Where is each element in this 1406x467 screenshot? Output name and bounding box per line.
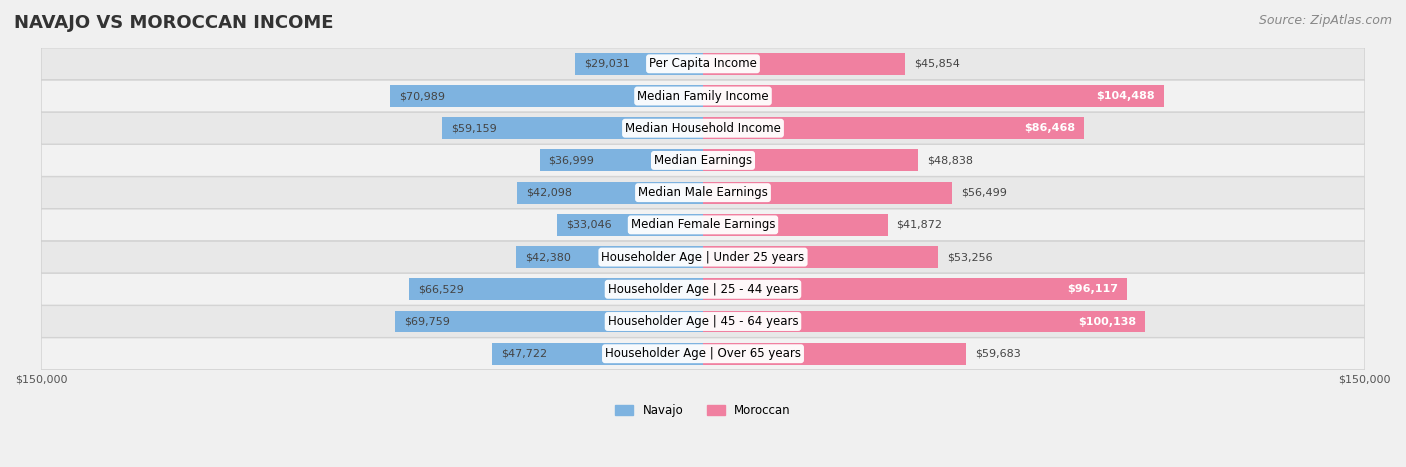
Text: $104,488: $104,488 <box>1097 91 1156 101</box>
Bar <box>703 182 952 204</box>
Bar <box>703 343 966 365</box>
Bar <box>409 278 703 300</box>
FancyBboxPatch shape <box>41 48 1365 79</box>
Text: $48,838: $48,838 <box>928 156 973 165</box>
FancyBboxPatch shape <box>41 274 1365 305</box>
Text: Householder Age | Over 65 years: Householder Age | Over 65 years <box>605 347 801 360</box>
FancyBboxPatch shape <box>41 209 1365 241</box>
Bar <box>540 149 703 171</box>
FancyBboxPatch shape <box>41 241 1365 273</box>
Text: $53,256: $53,256 <box>946 252 993 262</box>
Bar <box>557 214 703 236</box>
Text: Per Capita Income: Per Capita Income <box>650 57 756 71</box>
Text: $100,138: $100,138 <box>1078 317 1136 326</box>
Text: $96,117: $96,117 <box>1067 284 1118 294</box>
Text: Householder Age | Under 25 years: Householder Age | Under 25 years <box>602 251 804 263</box>
Text: $56,499: $56,499 <box>962 188 1007 198</box>
Text: $70,989: $70,989 <box>399 91 444 101</box>
Text: $41,872: $41,872 <box>897 220 942 230</box>
Text: Median Female Earnings: Median Female Earnings <box>631 219 775 231</box>
Legend: Navajo, Moroccan: Navajo, Moroccan <box>610 399 796 422</box>
Bar <box>389 85 703 107</box>
Text: Median Household Income: Median Household Income <box>626 122 780 134</box>
Bar <box>517 182 703 204</box>
Bar <box>703 85 1164 107</box>
FancyBboxPatch shape <box>41 338 1365 369</box>
Bar <box>441 117 703 139</box>
Bar <box>703 246 938 268</box>
Text: $29,031: $29,031 <box>583 59 630 69</box>
Text: $59,683: $59,683 <box>976 349 1021 359</box>
Bar <box>492 343 703 365</box>
Bar <box>703 149 918 171</box>
Text: NAVAJO VS MOROCCAN INCOME: NAVAJO VS MOROCCAN INCOME <box>14 14 333 32</box>
Text: Median Family Income: Median Family Income <box>637 90 769 103</box>
Text: Householder Age | 45 - 64 years: Householder Age | 45 - 64 years <box>607 315 799 328</box>
Text: $69,759: $69,759 <box>404 317 450 326</box>
Text: $36,999: $36,999 <box>548 156 595 165</box>
Text: $47,722: $47,722 <box>502 349 547 359</box>
Text: Source: ZipAtlas.com: Source: ZipAtlas.com <box>1258 14 1392 27</box>
Text: $59,159: $59,159 <box>451 123 496 133</box>
Bar <box>703 311 1144 333</box>
FancyBboxPatch shape <box>41 145 1365 176</box>
Bar <box>703 117 1084 139</box>
FancyBboxPatch shape <box>41 113 1365 144</box>
Text: $33,046: $33,046 <box>567 220 612 230</box>
FancyBboxPatch shape <box>41 306 1365 337</box>
Text: $86,468: $86,468 <box>1025 123 1076 133</box>
Bar <box>703 214 887 236</box>
FancyBboxPatch shape <box>41 80 1365 112</box>
Bar <box>516 246 703 268</box>
Text: Householder Age | 25 - 44 years: Householder Age | 25 - 44 years <box>607 283 799 296</box>
Text: $42,098: $42,098 <box>526 188 572 198</box>
Text: $66,529: $66,529 <box>419 284 464 294</box>
Text: $42,380: $42,380 <box>524 252 571 262</box>
Text: $45,854: $45,854 <box>914 59 960 69</box>
Bar <box>703 53 905 75</box>
FancyBboxPatch shape <box>41 177 1365 208</box>
Bar <box>395 311 703 333</box>
Text: Median Male Earnings: Median Male Earnings <box>638 186 768 199</box>
Text: Median Earnings: Median Earnings <box>654 154 752 167</box>
Bar <box>703 278 1128 300</box>
Bar <box>575 53 703 75</box>
